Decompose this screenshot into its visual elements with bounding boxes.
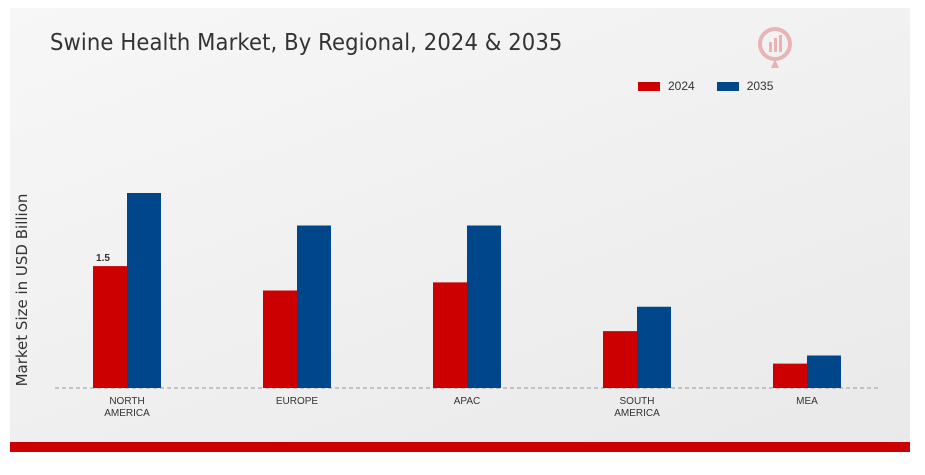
legend-label-2024: 2024 xyxy=(668,79,695,93)
x-tick-label: AMERICA xyxy=(104,408,150,419)
legend-swatch-2035 xyxy=(716,81,739,91)
bar-2024-north-america xyxy=(93,266,127,388)
bar-2024-south-america xyxy=(603,331,637,388)
bar-2035-europe xyxy=(297,225,331,388)
x-tick-label: NORTH xyxy=(109,396,144,407)
x-tick-label: MEA xyxy=(796,396,818,407)
legend-item-2035: 2035 xyxy=(716,79,774,93)
legend-swatch-2024 xyxy=(638,81,660,91)
accent-bar xyxy=(10,442,910,452)
bar-2035-north-america xyxy=(127,193,161,388)
bar-2024-mea xyxy=(773,363,807,388)
x-tick-label: APAC xyxy=(454,396,481,407)
bar-2024-europe xyxy=(263,290,297,388)
bar-2024-apac xyxy=(433,282,467,388)
bar-2035-south-america xyxy=(637,306,671,388)
legend-item-2024: 2024 xyxy=(638,79,695,93)
chart-title: Swine Health Market, By Regional, 2024 &… xyxy=(50,30,563,56)
legend: 2024 2035 xyxy=(638,79,773,93)
legend-label-2035: 2035 xyxy=(746,79,774,93)
x-tick-label: EUROPE xyxy=(276,396,319,407)
x-tick-label: AMERICA xyxy=(614,408,660,419)
watermark-logo-icon xyxy=(758,27,792,68)
x-tick-label: SOUTH xyxy=(620,396,655,407)
bar-2035-apac xyxy=(467,225,501,388)
data-label: 1.5 xyxy=(96,253,110,264)
bar-2035-mea xyxy=(807,355,841,388)
